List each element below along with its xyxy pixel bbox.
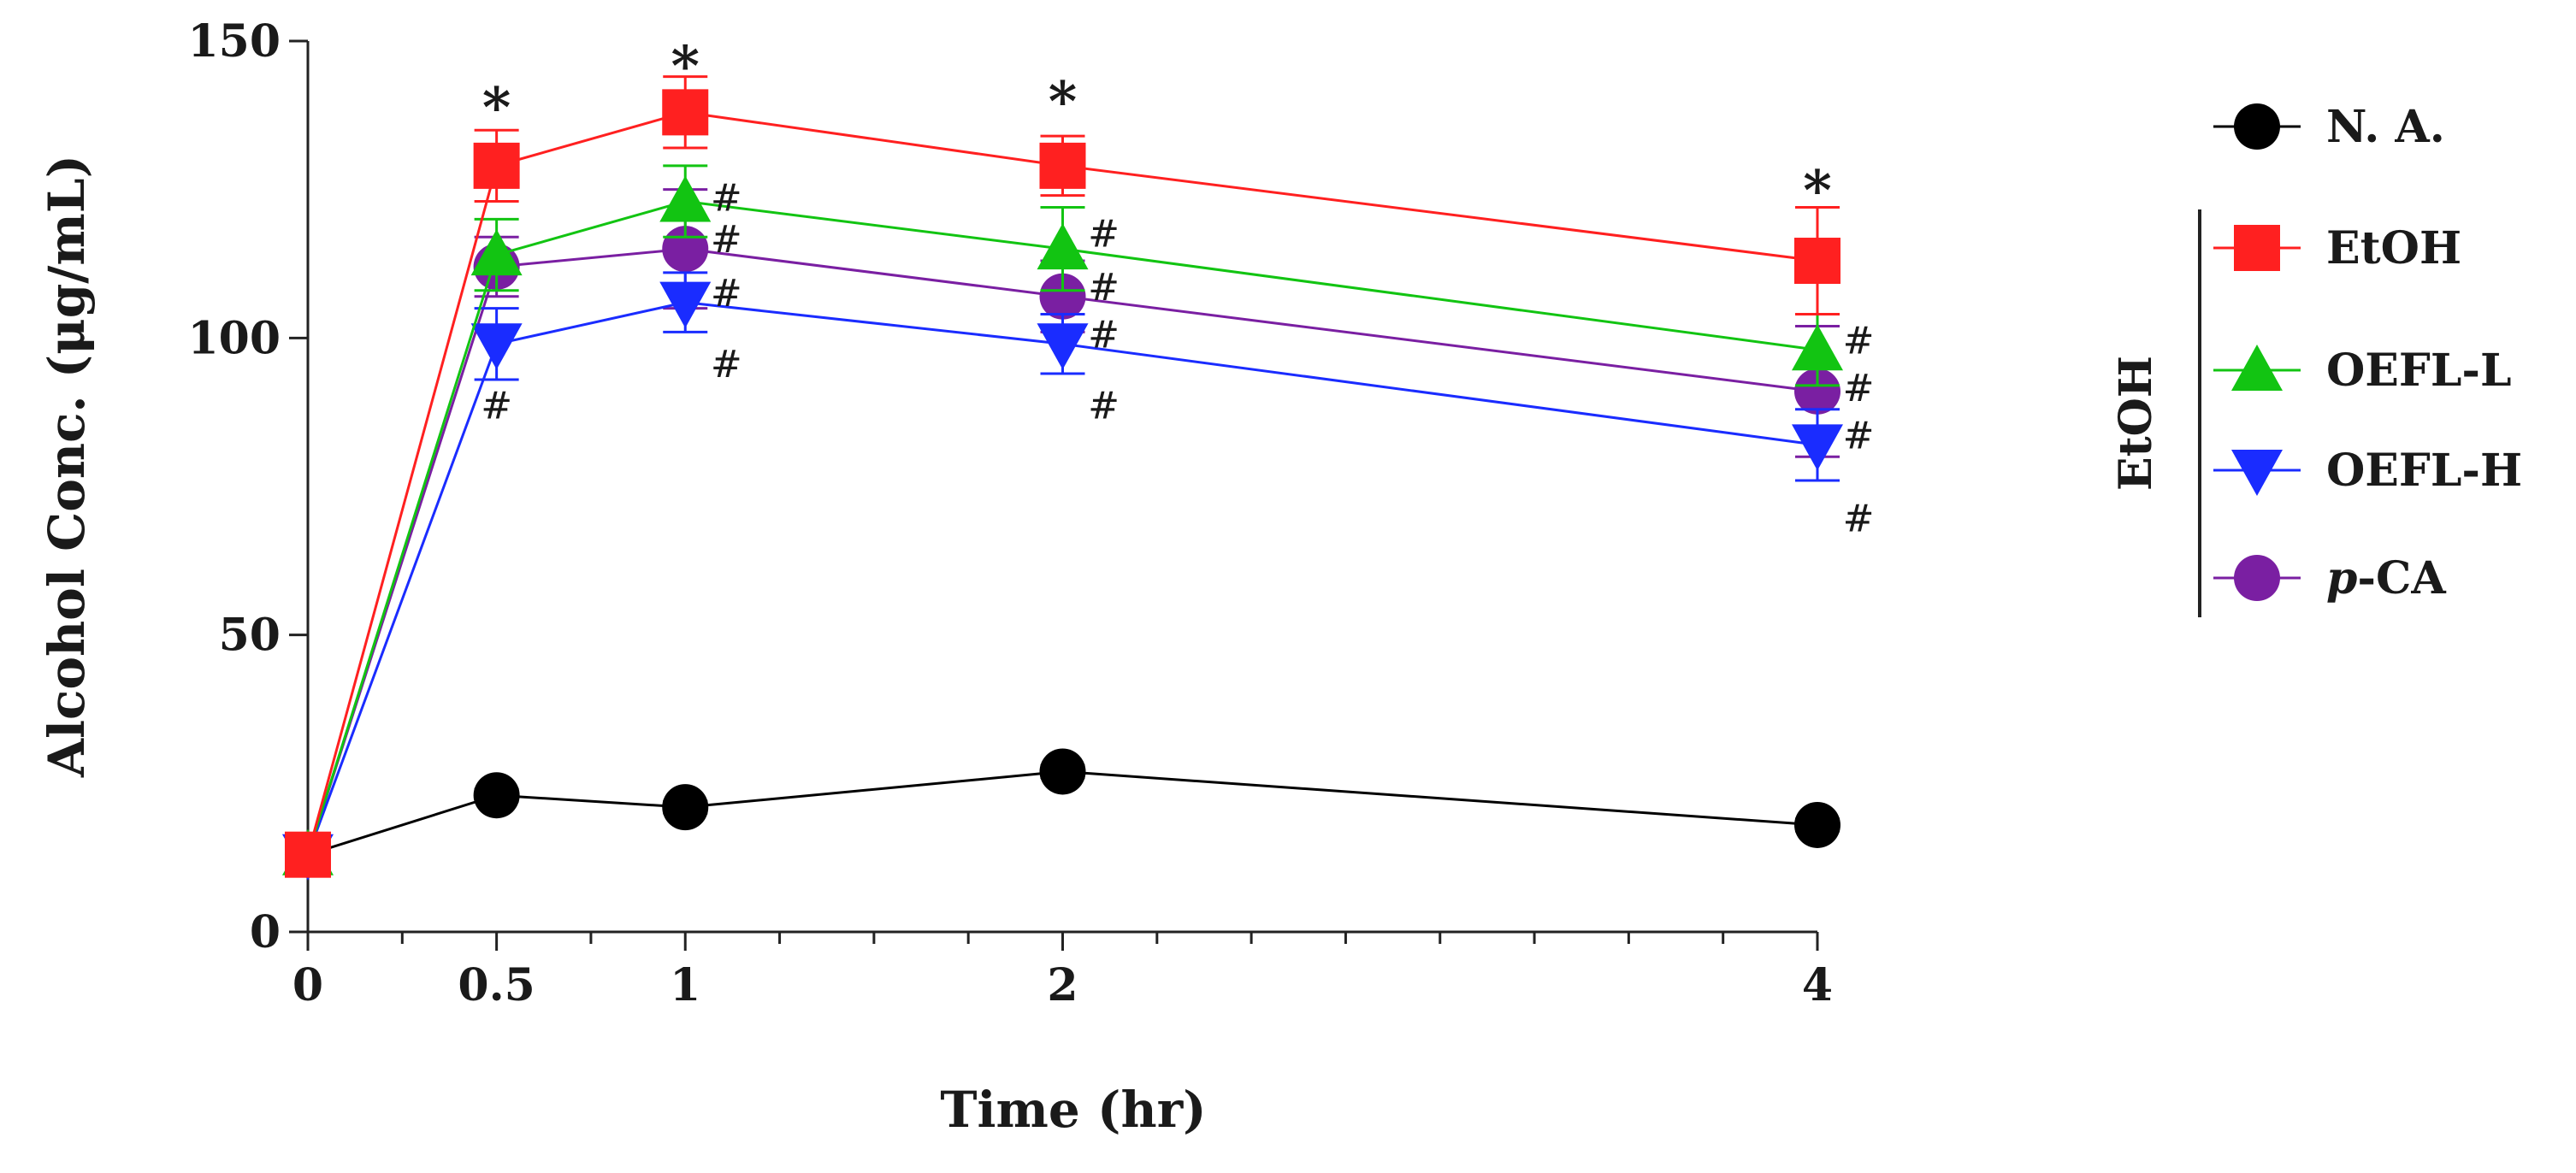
significance-hash: # — [1088, 385, 1120, 428]
data-point — [1039, 273, 1086, 320]
legend-item-etoh: EtOH — [2213, 222, 2461, 274]
data-point — [662, 784, 709, 831]
data-point — [1794, 368, 1840, 415]
data-point — [659, 175, 712, 222]
data-point — [659, 281, 712, 328]
data-point — [473, 772, 520, 819]
significance-asterisk: * — [1049, 70, 1077, 134]
data-point — [662, 89, 709, 136]
significance-hash: # — [711, 218, 742, 262]
data-point — [1037, 223, 1089, 270]
y-tick-label: 100 — [187, 312, 281, 364]
legend: N. A. EtOH OEFL-L OEFL-H p-CA — [2213, 101, 2522, 604]
significance-hash: # — [1088, 212, 1120, 256]
legend-label: OEFL-H — [2326, 445, 2522, 497]
significance-asterisk: * — [671, 34, 700, 98]
axes: 0 50 100 150 0 0.5 1 2 4 — [187, 15, 1833, 1011]
data-point — [1794, 238, 1840, 285]
legend-group-label: EtOH — [2110, 356, 2162, 491]
legend-label: N. A. — [2326, 101, 2445, 153]
legend-item-oefl-l: OEFL-L — [2213, 345, 2512, 397]
legend-marker — [2234, 103, 2280, 150]
significance-hash: # — [1843, 319, 1875, 363]
annotation-layer: ****############# — [481, 34, 1874, 541]
legend-label: p-CA — [2326, 552, 2446, 604]
significance-hash: # — [1088, 266, 1120, 309]
legend-marker — [2231, 450, 2283, 496]
x-tick-label: 0.5 — [458, 959, 535, 1011]
y-tick-label: 0 — [250, 906, 281, 958]
data-point — [1039, 748, 1086, 795]
data-point — [1037, 323, 1089, 370]
legend-label: EtOH — [2326, 222, 2461, 274]
series-layer — [282, 75, 1843, 881]
significance-asterisk: * — [482, 75, 511, 139]
data-point — [1792, 424, 1843, 471]
x-tick-label: 1 — [670, 959, 700, 1011]
legend-item-p-ca: p-CA — [2213, 552, 2446, 604]
legend-item-n-a-: N. A. — [2213, 101, 2445, 153]
data-point — [1039, 142, 1086, 189]
legend-marker — [2231, 345, 2283, 391]
significance-hash: # — [1843, 367, 1875, 410]
legend-label: OEFL-L — [2326, 345, 2512, 397]
significance-hash: # — [711, 177, 742, 221]
significance-hash: # — [481, 385, 512, 428]
x-tick-label: 2 — [1047, 959, 1078, 1011]
significance-hash: # — [711, 343, 742, 386]
significance-hash: # — [1843, 498, 1875, 541]
data-point — [1794, 801, 1840, 848]
data-point — [470, 323, 523, 370]
significance-asterisk: * — [1803, 159, 1831, 223]
legend-marker — [2234, 555, 2280, 601]
legend-item-oefl-h: OEFL-H — [2213, 445, 2522, 497]
significance-hash: # — [711, 272, 742, 315]
significance-hash: # — [1843, 414, 1875, 457]
significance-hash: # — [1088, 313, 1120, 357]
y-axis-title: Alcohol Conc. (μg/mL) — [38, 155, 96, 778]
data-point — [473, 142, 520, 189]
legend-marker — [2234, 225, 2280, 271]
data-point — [1792, 324, 1843, 371]
series-n-a- — [285, 748, 1840, 878]
x-axis-title: Time (hr) — [940, 1081, 1206, 1139]
series-etoh — [285, 75, 1840, 878]
data-point — [285, 831, 331, 878]
y-tick-label: 150 — [187, 15, 281, 68]
data-point — [470, 229, 523, 276]
x-tick-label: 0 — [292, 959, 323, 1011]
x-tick-label: 4 — [1802, 959, 1833, 1011]
y-tick-label: 50 — [219, 610, 281, 662]
